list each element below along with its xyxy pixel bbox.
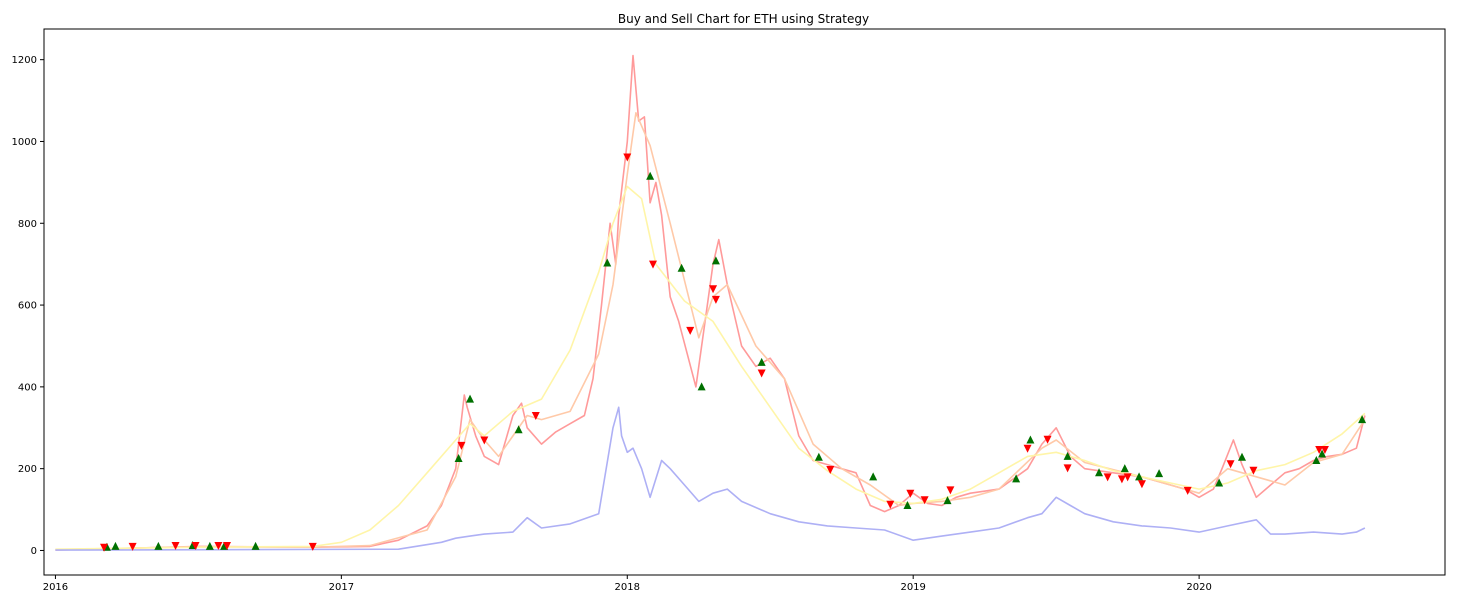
- sell-marker: [1117, 475, 1126, 484]
- sell-marker: [1249, 466, 1258, 475]
- sell-marker: [1137, 480, 1146, 489]
- sell-marker: [100, 543, 109, 552]
- sell-marker: [826, 465, 835, 474]
- y-tick-label: 1200: [12, 55, 37, 66]
- buy-marker: [514, 425, 523, 434]
- sell-marker: [214, 542, 223, 551]
- buy-marker: [1215, 478, 1224, 487]
- sell-marker: [191, 542, 200, 551]
- sell-marker: [623, 153, 632, 162]
- sell-marker: [920, 496, 929, 505]
- sell-marker: [1123, 473, 1132, 482]
- buy-marker: [1026, 435, 1035, 444]
- y-tick-label: 0: [31, 546, 37, 557]
- buy-marker: [1095, 468, 1104, 477]
- sell-marker: [480, 436, 489, 445]
- buy-marker: [1237, 452, 1246, 461]
- sell-marker: [531, 411, 540, 420]
- buy-marker: [1318, 449, 1327, 458]
- buy-marker: [111, 541, 120, 550]
- buy-marker: [454, 453, 463, 462]
- buy-marker: [1312, 455, 1321, 464]
- sell-marker: [757, 369, 766, 378]
- sell-marker: [171, 542, 180, 551]
- buy-marker: [1155, 469, 1164, 478]
- x-tick-label: 2017: [329, 582, 354, 593]
- axes-frame: [43, 28, 1446, 576]
- series-line-1: [55, 54, 1366, 551]
- x-tick-label: 2018: [615, 582, 640, 593]
- buy-marker: [251, 541, 260, 550]
- sell-marker: [1063, 464, 1072, 473]
- sell-marker: [128, 542, 137, 551]
- buy-marker: [869, 472, 878, 481]
- x-axis: 2016 2017 2018 2019 2020: [43, 575, 1212, 593]
- sell-marker: [1320, 445, 1329, 454]
- x-tick-label: 2016: [43, 582, 68, 593]
- y-tick-label: 1000: [12, 137, 37, 148]
- sell-marker: [886, 500, 895, 509]
- sell-marker: [1315, 445, 1324, 454]
- sell-marker: [906, 489, 915, 498]
- buy-marker: [1358, 415, 1367, 424]
- buy-marker: [903, 500, 912, 509]
- buy-marker: [814, 452, 823, 461]
- y-tick-label: 400: [18, 382, 37, 393]
- buy-marker: [205, 541, 214, 550]
- buy-marker: [711, 256, 720, 265]
- x-tick-label: 2019: [900, 582, 925, 593]
- buy-marker: [757, 357, 766, 366]
- buy-marker: [1012, 474, 1021, 483]
- buy-marker: [943, 496, 952, 505]
- sell-marker: [1043, 435, 1052, 444]
- buy-marker: [697, 382, 706, 391]
- buy-marker: [1135, 472, 1144, 481]
- sell-marker: [457, 441, 466, 450]
- sell-marker: [1226, 460, 1235, 469]
- buy-marker: [646, 171, 655, 180]
- chart-title: Buy and Sell Chart for ETH using Strateg…: [618, 12, 869, 26]
- sell-marker: [1023, 444, 1032, 453]
- marker-layer: [100, 153, 1367, 552]
- y-tick-label: 600: [18, 301, 37, 312]
- series-line-3: [55, 185, 1366, 550]
- y-tick-label: 800: [18, 219, 37, 230]
- sell-marker: [308, 542, 317, 551]
- buy-marker: [603, 258, 612, 267]
- x-tick-label: 2020: [1186, 582, 1211, 593]
- sell-marker: [1183, 486, 1192, 495]
- buy-marker: [1063, 451, 1072, 460]
- buy-marker: [1120, 464, 1129, 473]
- sell-marker: [946, 486, 955, 495]
- sell-marker: [711, 295, 720, 304]
- sell-marker: [1103, 473, 1112, 482]
- sell-marker: [649, 260, 658, 269]
- y-axis: 0 200 400 600 800 1000 1200: [12, 55, 44, 557]
- sell-marker: [686, 326, 695, 335]
- buy-marker: [466, 394, 475, 403]
- buy-marker: [677, 263, 686, 272]
- buy-marker: [154, 541, 163, 550]
- y-tick-label: 200: [18, 464, 37, 475]
- series-line-4: [55, 406, 1366, 551]
- sell-marker: [709, 285, 718, 294]
- sell-marker: [222, 542, 231, 551]
